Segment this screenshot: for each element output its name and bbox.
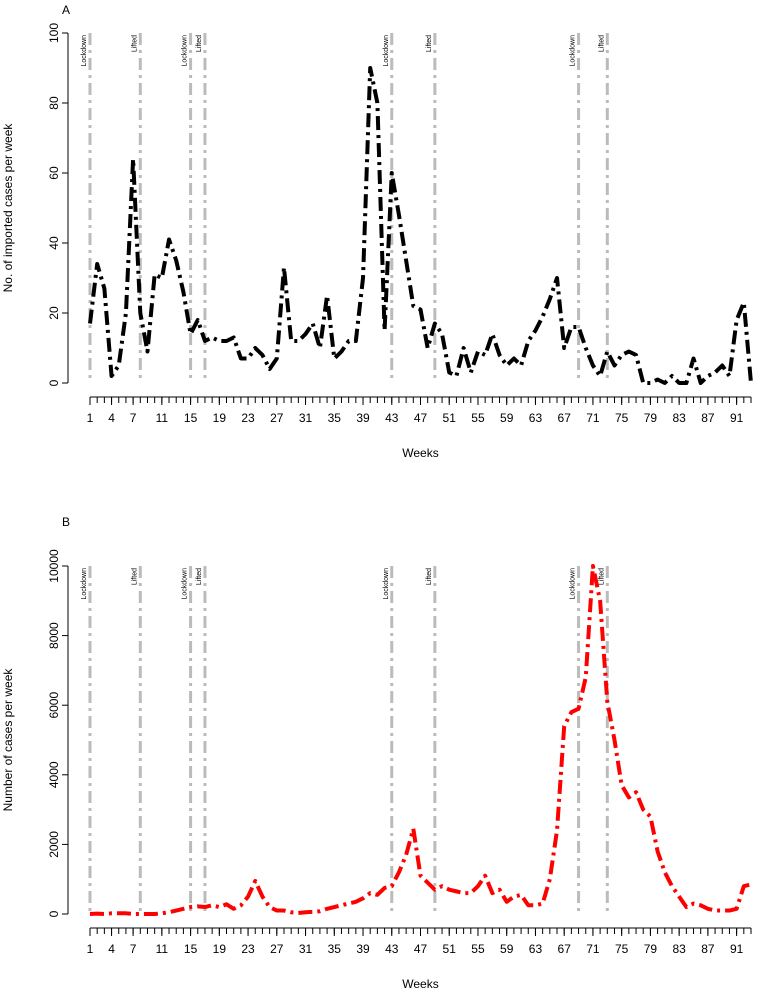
x-tick-label: 63 [529, 411, 543, 425]
y-tick-label: 100 [47, 23, 61, 43]
x-tick-label: 35 [328, 411, 342, 425]
event-label: Lockdown [182, 568, 189, 600]
x-axis-label: Weeks [402, 977, 438, 991]
x-tick-label: 59 [500, 942, 514, 956]
x-tick-label: 27 [270, 411, 284, 425]
y-axis-label: Number of cases per week [1, 668, 15, 812]
x-tick-label: 79 [644, 942, 658, 956]
x-tick-label: 87 [701, 411, 715, 425]
x-tick-label: 63 [529, 942, 543, 956]
x-tick-label: 83 [672, 411, 686, 425]
event-label: Lifted [196, 568, 203, 585]
event-label: Lockdown [81, 35, 88, 67]
y-tick-label: 0 [47, 910, 61, 917]
y-tick-label: 60 [47, 166, 61, 180]
x-tick-label: 55 [471, 411, 485, 425]
x-tick-label: 31 [299, 411, 313, 425]
x-tick-label: 87 [701, 942, 715, 956]
x-tick-label: 4 [108, 942, 115, 956]
x-tick-label: 55 [471, 942, 485, 956]
x-tick-label: 39 [356, 942, 370, 956]
x-tick-label: 35 [328, 942, 342, 956]
event-label: Lockdown [383, 35, 390, 67]
x-tick-label: 79 [644, 411, 658, 425]
event-label: Lockdown [182, 35, 189, 67]
y-tick-label: 8000 [47, 622, 61, 649]
x-tick-label: 59 [500, 411, 514, 425]
x-tick-label: 83 [672, 942, 686, 956]
x-tick-label: 23 [241, 942, 255, 956]
x-tick-label: 91 [730, 411, 744, 425]
x-tick-label: 75 [615, 942, 629, 956]
x-tick-label: 19 [213, 942, 227, 956]
x-tick-label: 67 [558, 411, 572, 425]
y-tick-label: 20 [47, 306, 61, 320]
event-label: Lockdown [570, 568, 577, 600]
y-tick-label: 10000 [47, 549, 61, 583]
x-tick-label: 23 [241, 411, 255, 425]
event-label: Lifted [196, 35, 203, 52]
x-tick-label: 51 [443, 942, 457, 956]
y-tick-label: 80 [47, 96, 61, 110]
x-tick-label: 91 [730, 942, 744, 956]
x-tick-label: 43 [385, 942, 399, 956]
y-tick-label: 6000 [47, 692, 61, 719]
x-axis-label: Weeks [402, 446, 438, 460]
event-label: Lifted [426, 568, 433, 585]
x-tick-label: 11 [156, 942, 169, 956]
x-tick-label: 11 [156, 411, 169, 425]
x-tick-label: 27 [270, 942, 284, 956]
x-tick-label: 7 [130, 411, 137, 425]
event-label: Lifted [598, 35, 605, 52]
y-tick-label: 4000 [47, 761, 61, 788]
y-axis-label: No. of imported cases per week [1, 123, 15, 293]
x-tick-label: 39 [356, 411, 370, 425]
event-label: Lifted [131, 568, 138, 585]
x-tick-label: 43 [385, 411, 399, 425]
x-tick-label: 51 [443, 411, 457, 425]
event-label: Lifted [426, 35, 433, 52]
y-tick-label: 0 [47, 379, 61, 386]
y-tick-label: 40 [47, 236, 61, 250]
x-tick-label: 31 [299, 942, 313, 956]
x-tick-label: 71 [586, 411, 600, 425]
event-label: Lockdown [81, 568, 88, 600]
x-tick-label: 67 [558, 942, 572, 956]
x-tick-label: 19 [213, 411, 227, 425]
data-line [89, 564, 752, 916]
event-label: Lifted [598, 568, 605, 585]
x-tick-label: 71 [586, 942, 600, 956]
x-tick-label: 75 [615, 411, 629, 425]
x-tick-label: 7 [130, 942, 137, 956]
panel-label: B [62, 515, 70, 529]
x-tick-label: 1 [87, 411, 94, 425]
x-tick-label: 15 [184, 411, 198, 425]
event-label: Lockdown [570, 35, 577, 67]
x-tick-label: 1 [87, 942, 94, 956]
x-tick-label: 47 [414, 411, 428, 425]
data-line [88, 66, 753, 385]
y-tick-label: 2000 [47, 831, 61, 858]
panel-label: A [62, 3, 70, 17]
x-tick-label: 4 [108, 411, 115, 425]
x-tick-label: 47 [414, 942, 428, 956]
event-label: Lifted [131, 35, 138, 52]
x-tick-label: 15 [184, 942, 198, 956]
event-label: Lockdown [383, 568, 390, 600]
